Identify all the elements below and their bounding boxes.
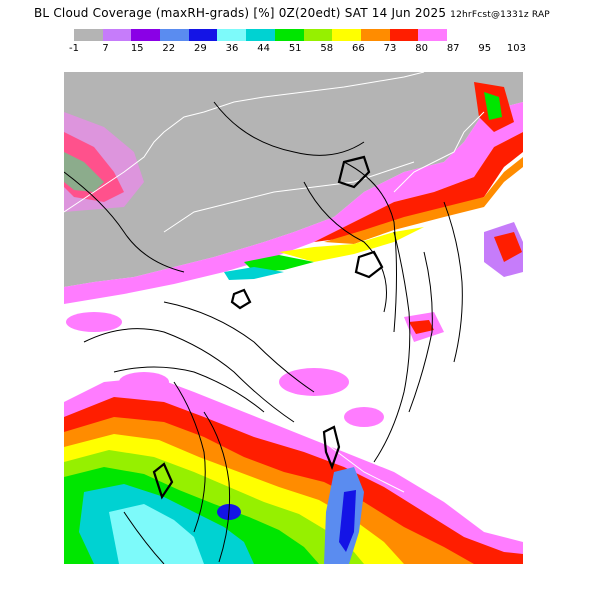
grey-cloud-area <box>64 72 523 287</box>
contour-lines <box>64 101 463 564</box>
ne-blob-green <box>484 92 502 120</box>
legend-swatch <box>389 29 419 41</box>
mid-pink-patch-1 <box>279 368 349 396</box>
chart-title: BL Cloud Coverage (maxRH-grads) [%] 0Z(2… <box>34 6 550 20</box>
legend-swatch <box>102 29 132 41</box>
band-red <box>314 132 523 242</box>
legend-tick-label: 51 <box>288 43 302 54</box>
east-blob-red-2 <box>409 320 434 334</box>
legend-tick-label: 7 <box>102 43 109 54</box>
band-yellow <box>279 227 424 262</box>
west-blob-pink <box>64 112 144 212</box>
legend-tick-label: 44 <box>257 43 270 54</box>
south-darkblue <box>339 490 356 552</box>
color-legend-labels: -1 7 15 22 29 36 44 51 58 66 73 80 87 95 103 <box>60 43 540 57</box>
legend-swatch <box>188 29 218 41</box>
legend-swatch <box>246 29 275 41</box>
legend-tick-label: 58 <box>320 43 334 54</box>
band-pink <box>64 102 523 304</box>
legend-tick-label: 22 <box>162 43 176 54</box>
legend-tick-label: 103 <box>506 43 526 54</box>
legend-swatch <box>217 29 247 41</box>
legend-swatch <box>360 29 390 41</box>
legend-swatch <box>160 29 189 41</box>
band-cyan <box>224 267 284 280</box>
thick-contour-lines <box>152 155 384 500</box>
legend-swatch <box>74 29 103 41</box>
legend-swatch <box>131 29 161 41</box>
title-run: 12hrFcst@1331z RAP <box>450 10 550 20</box>
legend-swatch <box>274 29 304 41</box>
legend-swatch <box>303 29 333 41</box>
legend-swatch <box>418 29 447 41</box>
map-svg <box>64 72 523 564</box>
legend-swatch <box>446 29 476 41</box>
legend-swatch <box>332 29 361 41</box>
legend-tick-label: 87 <box>446 43 460 54</box>
band-green <box>244 255 314 272</box>
legend-tick-label: 95 <box>478 43 492 54</box>
title-main: BL Cloud Coverage (maxRH-grads) [%] 0Z(2… <box>34 6 447 20</box>
legend-tick-label: 15 <box>130 43 144 54</box>
east-blob-red <box>494 232 522 262</box>
mid-pink-patch-4 <box>66 312 122 332</box>
legend-tick-label: 29 <box>194 43 207 54</box>
coastline-outlines <box>64 72 485 493</box>
band-orange <box>324 157 523 244</box>
legend-tick-label: 73 <box>383 43 397 54</box>
cloud-coverage-map <box>64 72 523 564</box>
legend-tick-label: -1 <box>69 43 79 54</box>
legend-tick-label: 80 <box>415 43 428 54</box>
color-legend-bar <box>74 29 476 41</box>
south-lightcyan <box>109 504 204 564</box>
mid-pink-patch-2 <box>344 407 384 427</box>
legend-tick-label: 36 <box>225 43 239 54</box>
legend-tick-label: 66 <box>352 43 365 54</box>
